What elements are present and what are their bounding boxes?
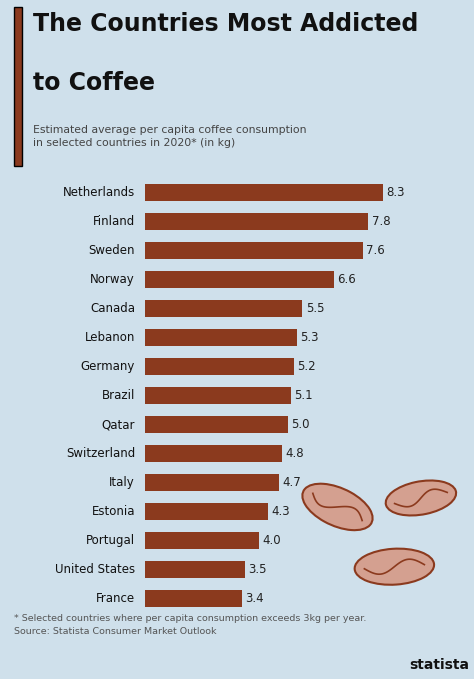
Bar	[145, 590, 242, 607]
Bar	[145, 474, 279, 491]
Text: statista: statista	[410, 658, 469, 672]
Bar	[145, 184, 383, 201]
Bar	[145, 329, 297, 346]
Text: Portugal: Portugal	[86, 534, 135, 547]
Ellipse shape	[302, 483, 373, 530]
Text: 4.7: 4.7	[283, 476, 301, 489]
Text: 3.5: 3.5	[248, 563, 267, 576]
Text: Estimated average per capita coffee consumption
in selected countries in 2020* (: Estimated average per capita coffee cons…	[33, 125, 306, 149]
Text: Norway: Norway	[91, 273, 135, 286]
Text: Estonia: Estonia	[91, 505, 135, 518]
Text: 7.6: 7.6	[366, 244, 385, 257]
Ellipse shape	[355, 549, 434, 585]
Text: Sweden: Sweden	[89, 244, 135, 257]
Bar	[145, 358, 294, 375]
Text: Qatar: Qatar	[101, 418, 135, 431]
Text: Brazil: Brazil	[102, 389, 135, 402]
Text: 5.5: 5.5	[306, 302, 324, 315]
Text: 5.2: 5.2	[297, 360, 316, 373]
Text: 5.3: 5.3	[300, 331, 319, 344]
Text: 3.4: 3.4	[246, 592, 264, 605]
Text: Germany: Germany	[81, 360, 135, 373]
Bar	[145, 271, 334, 288]
Bar	[145, 300, 302, 317]
Text: Canada: Canada	[90, 302, 135, 315]
Text: Italy: Italy	[109, 476, 135, 489]
Text: 5.1: 5.1	[294, 389, 313, 402]
Text: 8.3: 8.3	[386, 186, 405, 199]
Text: Finland: Finland	[93, 215, 135, 228]
Bar	[145, 387, 291, 404]
Bar	[145, 416, 288, 433]
Text: France: France	[96, 592, 135, 605]
Text: Lebanon: Lebanon	[85, 331, 135, 344]
Text: Switzerland: Switzerland	[66, 447, 135, 460]
Text: 7.8: 7.8	[372, 215, 391, 228]
Bar	[145, 213, 368, 230]
Text: 5.0: 5.0	[292, 418, 310, 431]
Text: 4.3: 4.3	[272, 505, 290, 518]
Text: United States: United States	[55, 563, 135, 576]
Bar	[145, 503, 268, 520]
Text: The Countries Most Addicted: The Countries Most Addicted	[33, 12, 418, 35]
Text: 4.0: 4.0	[263, 534, 282, 547]
Text: to Coffee: to Coffee	[33, 71, 155, 94]
Ellipse shape	[386, 481, 456, 515]
Text: Netherlands: Netherlands	[63, 186, 135, 199]
Text: 6.6: 6.6	[337, 273, 356, 286]
Bar	[145, 561, 245, 578]
Text: 4.8: 4.8	[286, 447, 304, 460]
Bar	[145, 242, 363, 259]
Text: * Selected countries where per capita consumption exceeds 3kg per year.
Source: : * Selected countries where per capita co…	[14, 614, 366, 636]
FancyBboxPatch shape	[14, 7, 22, 166]
Bar	[145, 532, 259, 549]
Bar	[145, 445, 283, 462]
